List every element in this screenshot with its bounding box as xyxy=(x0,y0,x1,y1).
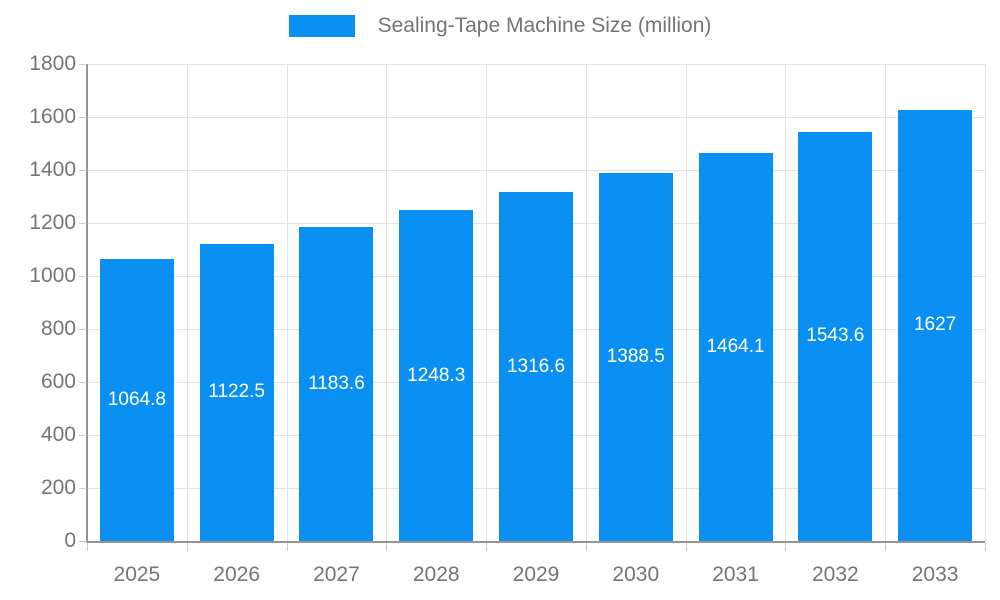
bar-value-label: 1064.8 xyxy=(107,388,166,410)
bar-2029[interactable]: 1316.6 xyxy=(499,192,573,541)
gridline-vertical xyxy=(486,64,488,541)
bar-2032[interactable]: 1543.6 xyxy=(798,131,873,541)
bar-2027[interactable]: 1183.6 xyxy=(299,227,374,541)
x-tick-label-2029: 2029 xyxy=(512,563,560,586)
y-tick-mark xyxy=(79,382,87,383)
y-tick-label-0: 0 xyxy=(64,529,76,552)
gridline-horizontal xyxy=(87,170,985,171)
y-tick-mark xyxy=(79,117,87,118)
x-tick-mark xyxy=(785,543,787,551)
y-tick-label-1800: 1800 xyxy=(29,52,76,75)
x-tick-mark xyxy=(885,543,887,551)
x-tick-mark xyxy=(685,543,687,551)
x-tick-mark xyxy=(87,543,88,551)
gridline-horizontal xyxy=(87,117,985,118)
y-tick-mark xyxy=(79,64,87,65)
y-tick-label-1400: 1400 xyxy=(29,158,76,181)
y-tick-label-800: 800 xyxy=(40,317,76,340)
x-tick-label-2026: 2026 xyxy=(213,563,261,586)
gridline-vertical xyxy=(685,64,687,541)
y-tick-mark xyxy=(79,276,87,277)
x-tick-label-2028: 2028 xyxy=(412,563,460,586)
y-tick-mark xyxy=(79,435,87,436)
y-tick-label-1200: 1200 xyxy=(29,211,76,234)
bar-value-label: 1464.1 xyxy=(706,335,765,357)
gridline-vertical xyxy=(785,64,787,541)
y-axis-line xyxy=(86,64,88,543)
x-tick-mark xyxy=(286,543,288,551)
bar-value-label: 1316.6 xyxy=(506,355,566,377)
gridline-vertical xyxy=(885,64,887,541)
y-tick-label-200: 200 xyxy=(40,476,76,499)
x-tick-label-2027: 2027 xyxy=(313,563,360,586)
x-tick-mark xyxy=(386,543,388,551)
gridline-vertical xyxy=(386,64,388,541)
y-tick-label-1600: 1600 xyxy=(29,105,76,128)
x-tick-label-2033: 2033 xyxy=(911,563,959,586)
legend-label: Sealing-Tape Machine Size (million) xyxy=(377,14,712,37)
bar-value-label: 1543.6 xyxy=(806,325,865,347)
x-tick-mark xyxy=(186,543,188,551)
x-tick-label-2031: 2031 xyxy=(712,563,759,586)
y-tick-label-600: 600 xyxy=(40,370,76,393)
y-tick-label-400: 400 xyxy=(40,423,76,446)
y-tick-mark xyxy=(79,170,87,171)
y-tick-label-1000: 1000 xyxy=(29,264,76,287)
gridline-vertical xyxy=(286,64,288,541)
x-tick-label-2025: 2025 xyxy=(113,563,161,586)
bar-value-label: 1183.6 xyxy=(308,373,365,395)
bar-2028[interactable]: 1248.3 xyxy=(399,210,474,541)
legend[interactable]: Sealing-Tape Machine Size (million) xyxy=(0,14,1000,38)
bar-2031[interactable]: 1464.1 xyxy=(698,153,773,541)
x-tick-label-2032: 2032 xyxy=(811,563,859,586)
x-tick-mark xyxy=(486,543,488,551)
legend-swatch-icon xyxy=(288,15,355,37)
y-tick-mark xyxy=(79,488,87,489)
bar-value-label: 1627 xyxy=(913,314,957,336)
gridline-vertical xyxy=(585,64,587,541)
x-tick-mark xyxy=(585,543,587,551)
x-tick-label-2030: 2030 xyxy=(612,563,660,586)
bar-2030[interactable]: 1388.5 xyxy=(598,173,673,541)
gridline-horizontal xyxy=(87,64,985,65)
gridline-vertical xyxy=(186,64,188,541)
y-tick-mark xyxy=(79,329,87,330)
x-axis-line xyxy=(87,541,985,543)
x-tick-mark xyxy=(985,543,986,551)
bar-value-label: 1248.3 xyxy=(407,364,466,386)
gridline-vertical xyxy=(985,64,986,541)
y-tick-mark xyxy=(79,541,87,542)
bar-2033[interactable]: 1627 xyxy=(898,109,973,541)
bar-value-label: 1122.5 xyxy=(208,381,265,403)
bar-2025[interactable]: 1064.8 xyxy=(99,258,174,541)
bar-2026[interactable]: 1122.5 xyxy=(199,243,274,541)
bar-value-label: 1388.5 xyxy=(606,346,665,368)
y-tick-mark xyxy=(79,223,87,224)
